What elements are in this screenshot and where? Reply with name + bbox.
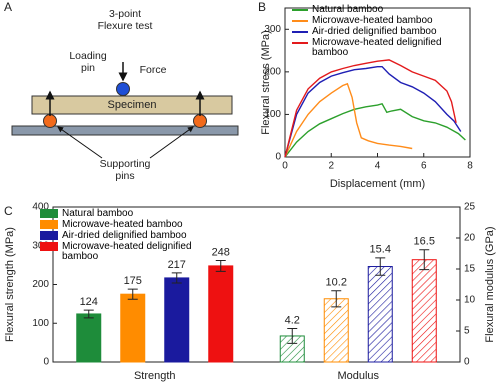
legend-label: Air-dried delignified bamboo bbox=[312, 26, 437, 37]
legend-swatch bbox=[40, 231, 58, 240]
x-tick-label: Strength bbox=[134, 370, 176, 382]
error-bar bbox=[375, 257, 386, 276]
data-label: 16.5 bbox=[414, 236, 435, 248]
loading-pin-label: Loading pin bbox=[69, 50, 107, 74]
legend-swatch bbox=[40, 242, 58, 251]
supporting-pins-label: Supporting pins bbox=[99, 158, 151, 182]
y-tick-label: 200 bbox=[264, 66, 281, 77]
panel-label: B bbox=[258, 0, 266, 14]
error-bar bbox=[127, 288, 138, 300]
error-bar bbox=[419, 249, 430, 271]
y-tick-label: 0 bbox=[43, 357, 49, 368]
bar bbox=[76, 313, 102, 363]
specimen-block bbox=[31, 95, 233, 115]
legend-label: Microwave-heated delignified bamboo bbox=[62, 241, 192, 262]
bar bbox=[208, 265, 234, 363]
legend-swatch bbox=[40, 209, 58, 218]
legend: Natural bamboo Microwave-heated bamboo Air… bbox=[40, 209, 230, 263]
pointer bbox=[57, 126, 103, 159]
legend-label: Air-dried delignified bamboo bbox=[62, 230, 187, 241]
legend-entry: Microwave-heated bamboo bbox=[292, 16, 472, 26]
specimen-label: Specimen bbox=[108, 99, 157, 111]
error-bar bbox=[331, 290, 342, 308]
y2-tick-label: 10 bbox=[464, 295, 476, 306]
data-label: 15.4 bbox=[370, 244, 391, 256]
y-tick-label: 200 bbox=[32, 279, 49, 290]
y2-tick-label: 5 bbox=[464, 326, 470, 337]
legend-swatch bbox=[292, 42, 308, 44]
y-tick-label: 0 bbox=[275, 152, 281, 163]
x-tick-label: Modulus bbox=[337, 370, 379, 382]
y2-axis-label: Flexural modulus (GPa) bbox=[484, 226, 496, 342]
y2-tick-label: 20 bbox=[464, 233, 476, 244]
diagram-title: 3-point Flexure test bbox=[97, 8, 153, 32]
legend-entry: Air-dried delignified bamboo bbox=[40, 231, 230, 241]
legend-label: Microwave-heated bamboo bbox=[62, 219, 183, 230]
support-base bbox=[11, 125, 239, 136]
x-tick-label: 6 bbox=[421, 161, 427, 172]
legend-label: Microwave-heated bamboo bbox=[312, 15, 433, 26]
bar bbox=[323, 298, 349, 363]
y-tick-label: 400 bbox=[32, 202, 49, 213]
panel-label: C bbox=[4, 204, 13, 218]
data-label: 248 bbox=[212, 246, 230, 258]
legend-swatch bbox=[292, 9, 308, 11]
series-line bbox=[284, 102, 466, 158]
error-bar bbox=[171, 272, 182, 284]
x-tick-label: 8 bbox=[467, 161, 473, 172]
series-line bbox=[284, 59, 457, 158]
data-label: 10.2 bbox=[326, 277, 347, 289]
y-tick-label: 100 bbox=[264, 109, 281, 120]
panel-label: A bbox=[4, 0, 12, 14]
pointer bbox=[149, 126, 194, 159]
legend-swatch bbox=[292, 31, 308, 33]
legend: Natural bamboo Microwave-heated bamboo Air… bbox=[292, 5, 472, 59]
bar bbox=[411, 259, 437, 363]
data-label: 217 bbox=[168, 259, 186, 271]
loading-pin bbox=[116, 82, 130, 96]
y2-tick-label: 15 bbox=[464, 264, 476, 275]
x-tick-label: 0 bbox=[282, 161, 288, 172]
y2-tick-label: 0 bbox=[464, 357, 470, 368]
y-axis-label: Flexural stress (MPa) bbox=[260, 30, 272, 135]
legend-label: Natural bamboo bbox=[312, 4, 384, 15]
bar bbox=[164, 277, 190, 363]
legend-label: Microwave-heated delignified bamboo bbox=[312, 37, 442, 58]
legend-entry: Microwave-heated bamboo bbox=[40, 220, 230, 230]
legend-entry: Microwave-heated delignified bamboo bbox=[292, 38, 472, 58]
x-axis-label: Displacement (mm) bbox=[330, 178, 425, 190]
y-tick-label: 300 bbox=[264, 24, 281, 35]
support-pin bbox=[43, 114, 57, 128]
legend-entry: Microwave-heated delignified bamboo bbox=[40, 242, 230, 262]
x-tick-label: 2 bbox=[328, 161, 334, 172]
data-label: 4.2 bbox=[285, 314, 300, 326]
x-tick-label: 4 bbox=[375, 161, 381, 172]
bar bbox=[367, 266, 393, 363]
data-label: 175 bbox=[124, 275, 142, 287]
legend-swatch bbox=[292, 20, 308, 22]
legend-entry: Natural bamboo bbox=[292, 5, 472, 15]
series-line bbox=[284, 66, 462, 158]
y-axis-label: Flexural strength (MPa) bbox=[4, 227, 16, 342]
legend-entry: Natural bamboo bbox=[40, 209, 230, 219]
legend-swatch bbox=[40, 220, 58, 229]
legend-label: Natural bamboo bbox=[62, 208, 134, 219]
y-tick-label: 100 bbox=[32, 318, 49, 329]
support-pin bbox=[193, 114, 207, 128]
force-label: Force bbox=[139, 64, 167, 76]
data-label: 124 bbox=[80, 296, 98, 308]
error-bar bbox=[215, 259, 226, 272]
y2-tick-label: 25 bbox=[464, 202, 476, 213]
error-bar bbox=[287, 328, 298, 344]
error-bar bbox=[83, 309, 94, 319]
series-line bbox=[284, 82, 413, 158]
legend-entry: Air-dried delignified bamboo bbox=[292, 27, 472, 37]
bar bbox=[120, 293, 146, 363]
